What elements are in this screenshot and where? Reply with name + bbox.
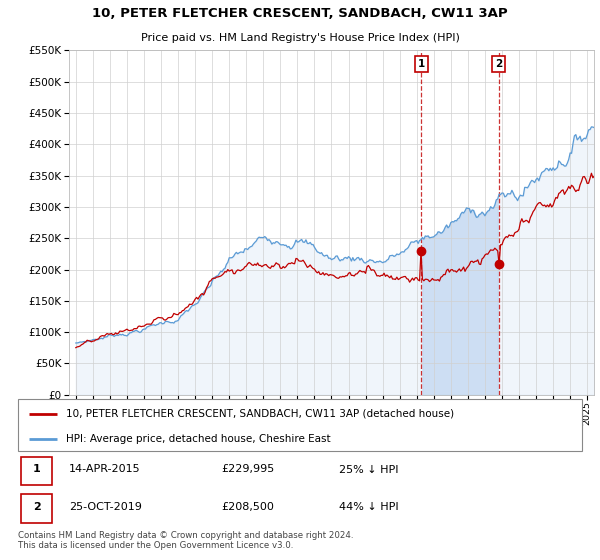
Text: 10, PETER FLETCHER CRESCENT, SANDBACH, CW11 3AP (detached house): 10, PETER FLETCHER CRESCENT, SANDBACH, C… [66,409,454,419]
Text: 14-APR-2015: 14-APR-2015 [69,464,140,474]
Text: 2: 2 [33,502,40,512]
Text: HPI: Average price, detached house, Cheshire East: HPI: Average price, detached house, Ches… [66,435,331,445]
Text: Contains HM Land Registry data © Crown copyright and database right 2024.
This d: Contains HM Land Registry data © Crown c… [18,531,353,550]
FancyBboxPatch shape [21,456,52,486]
Text: 1: 1 [418,59,425,69]
Text: 25% ↓ HPI: 25% ↓ HPI [340,464,399,474]
Text: 10, PETER FLETCHER CRESCENT, SANDBACH, CW11 3AP: 10, PETER FLETCHER CRESCENT, SANDBACH, C… [92,7,508,20]
FancyBboxPatch shape [21,494,52,523]
Text: 1: 1 [33,464,40,474]
Text: 25-OCT-2019: 25-OCT-2019 [69,502,142,512]
Text: Price paid vs. HM Land Registry's House Price Index (HPI): Price paid vs. HM Land Registry's House … [140,34,460,43]
Text: 44% ↓ HPI: 44% ↓ HPI [340,502,399,512]
Text: £208,500: £208,500 [221,502,274,512]
Text: £229,995: £229,995 [221,464,274,474]
FancyBboxPatch shape [18,399,582,451]
Text: 2: 2 [495,59,502,69]
